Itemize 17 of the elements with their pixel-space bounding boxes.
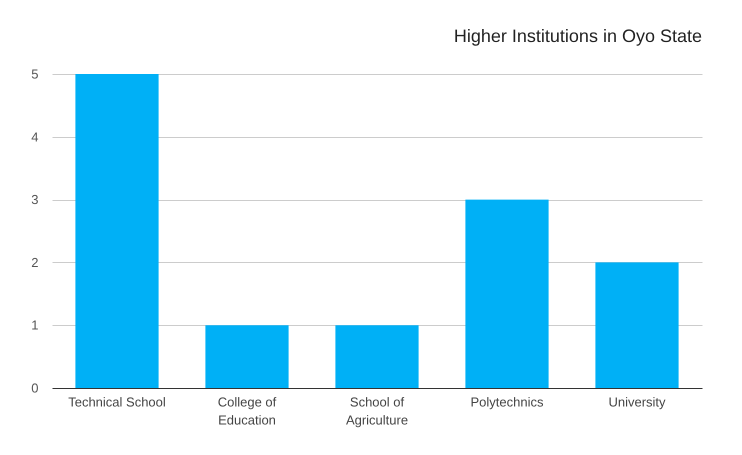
x-tick-label: University: [608, 394, 666, 410]
x-tick-label: College of Education: [218, 394, 277, 428]
bar: [205, 325, 289, 388]
y-tick-label: 3: [31, 192, 38, 208]
y-tick-label: 4: [31, 129, 38, 144]
bar: [465, 200, 549, 388]
chart-title: Higher Institutions in Oyo State: [454, 26, 702, 46]
y-tick-label: 1: [31, 318, 38, 333]
bar: [335, 325, 419, 388]
bar: [75, 74, 159, 388]
x-tick-label: School of Agriculture: [346, 394, 408, 428]
y-tick-label: 0: [31, 380, 38, 396]
x-tick-label: Polytechnics: [470, 394, 544, 410]
y-tick-label: 2: [31, 254, 38, 270]
x-tick-label: Technical School: [68, 394, 166, 410]
y-tick-label: 5: [31, 66, 38, 82]
bar: [595, 262, 679, 388]
